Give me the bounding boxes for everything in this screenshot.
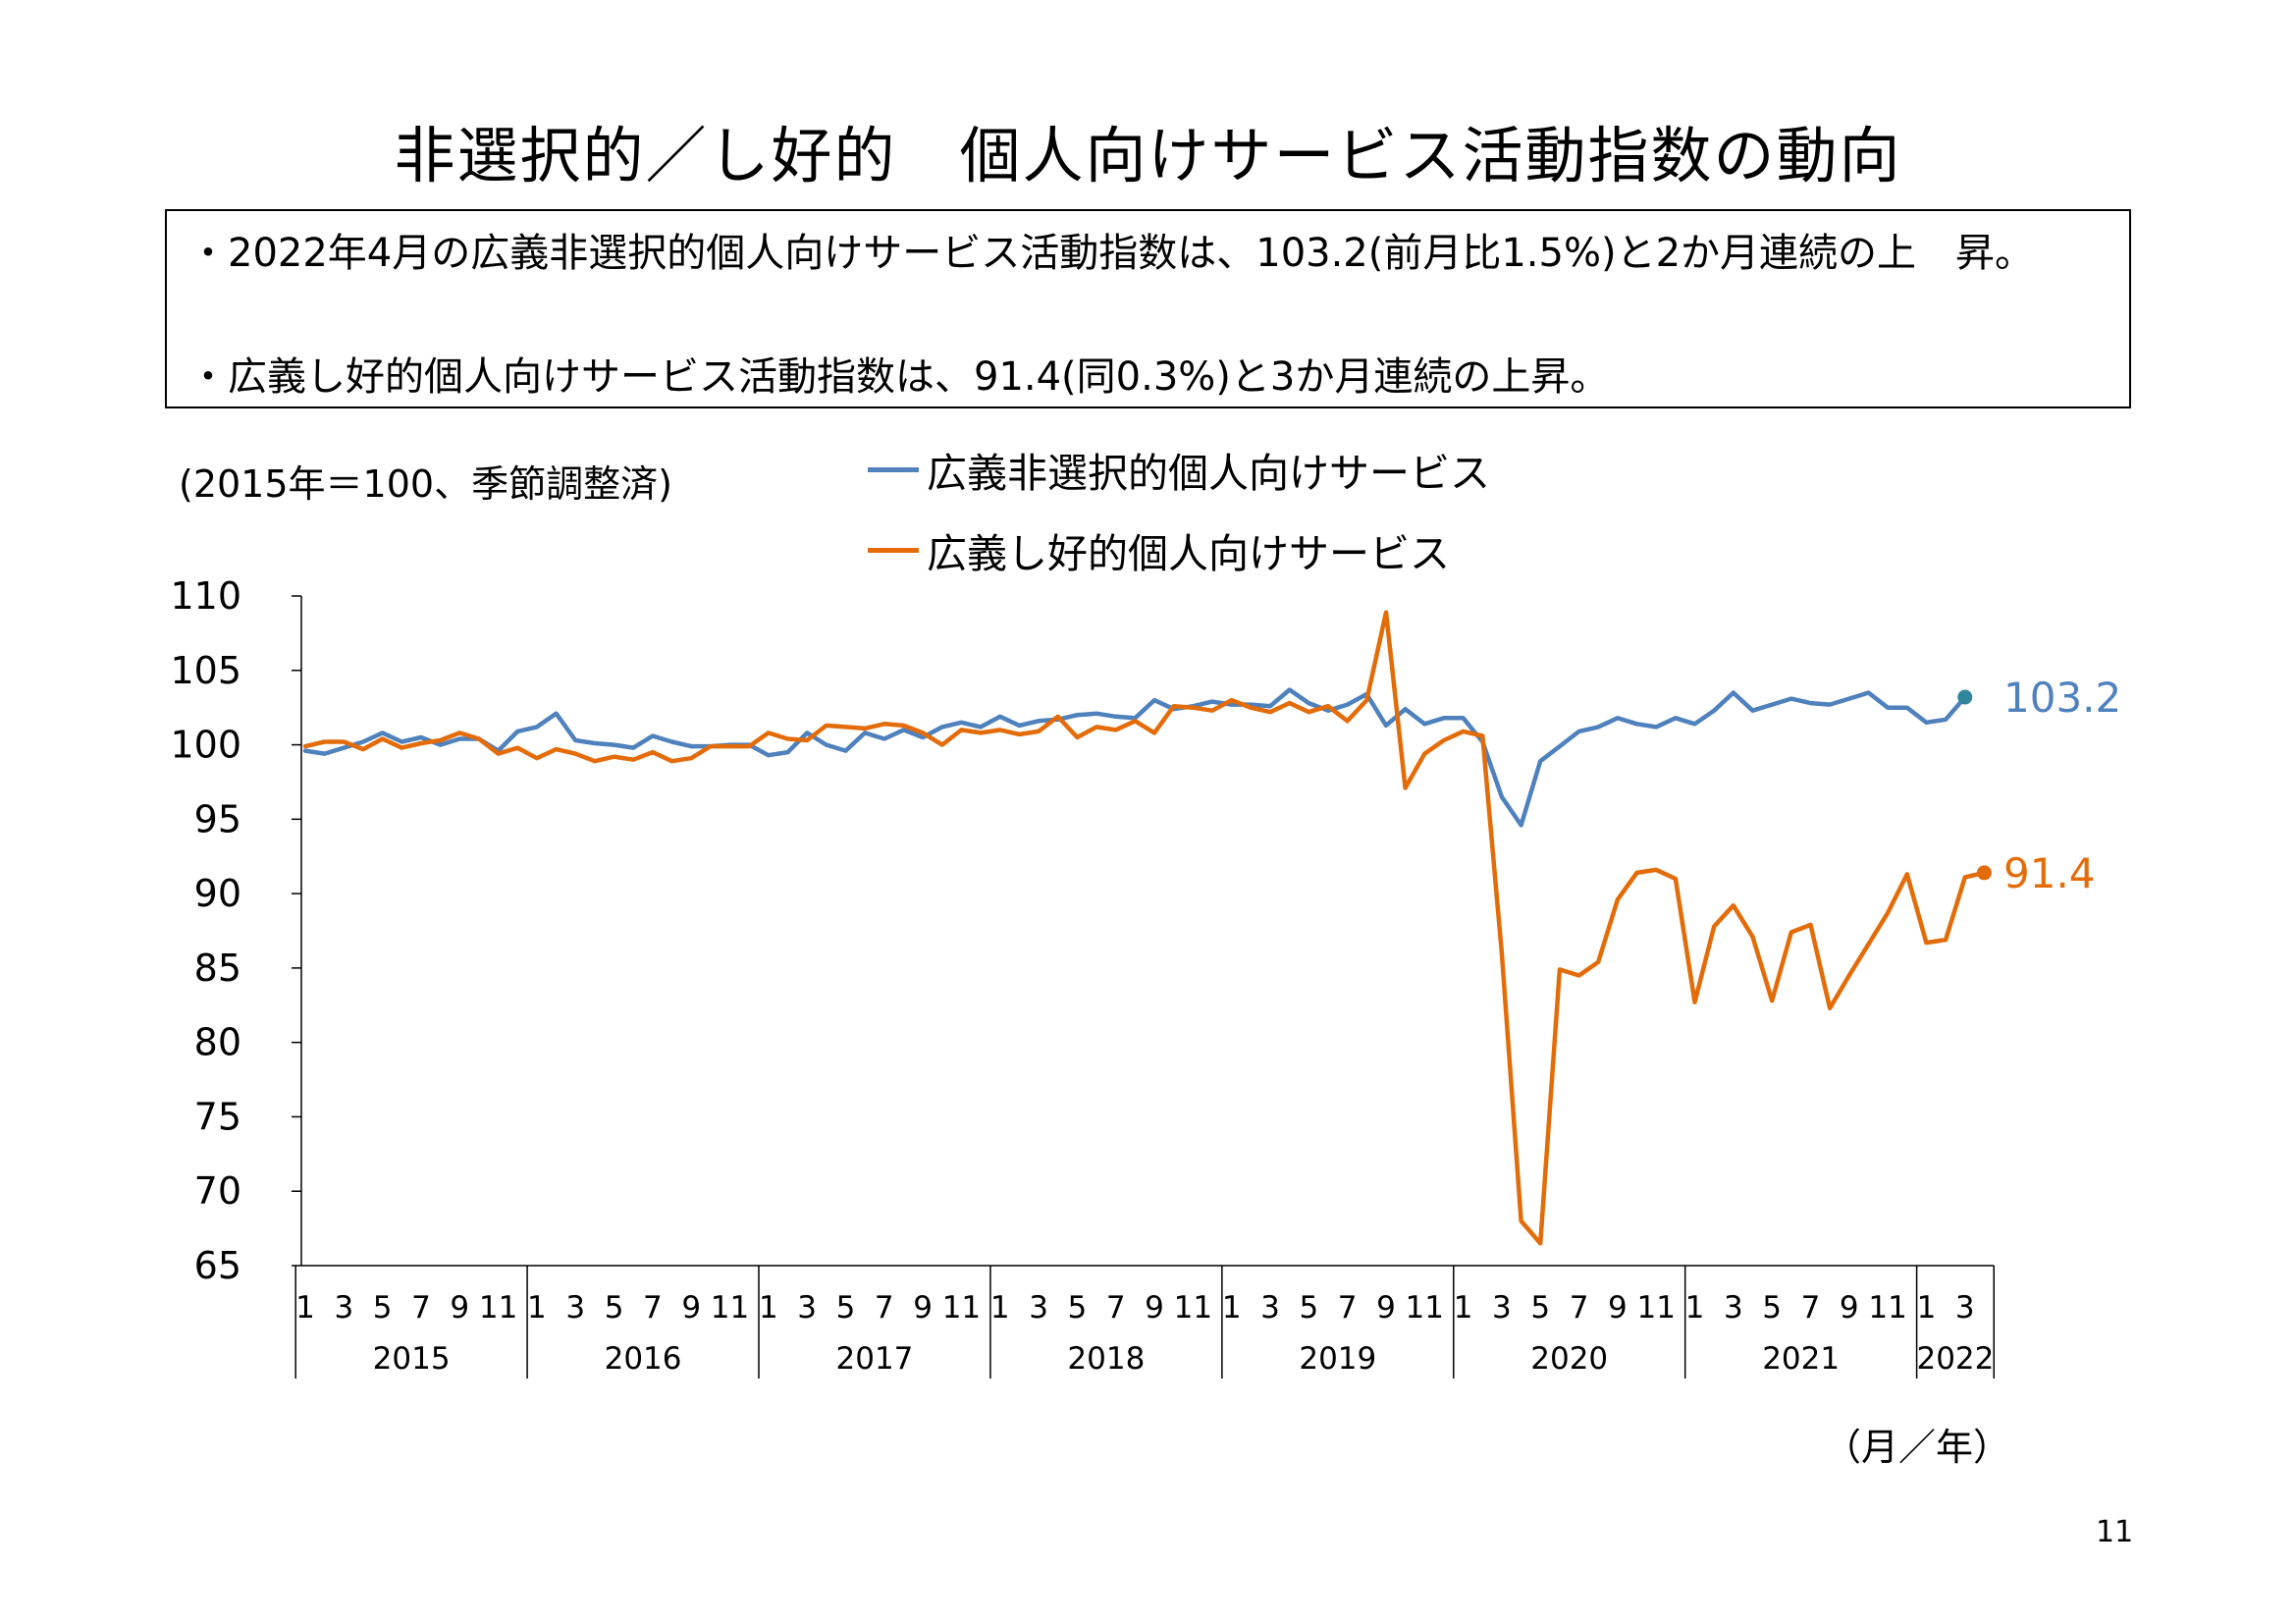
y-tick-label: 105 — [170, 649, 241, 692]
x-month-label: 1 — [527, 1290, 547, 1326]
x-month-label: 9 — [913, 1290, 933, 1326]
x-month-label: 11 — [1868, 1290, 1906, 1326]
x-month-label: 1 — [1917, 1290, 1937, 1326]
end-labels: 103.2 91.4 — [2003, 674, 2121, 897]
x-month-label: 3 — [1955, 1290, 1975, 1326]
x-month-label: 11 — [942, 1290, 981, 1326]
x-month-label: 3 — [1492, 1290, 1512, 1326]
chart-axes — [300, 596, 1995, 1267]
x-month-label: 1 — [1454, 1290, 1473, 1326]
y-tick-label: 65 — [194, 1244, 241, 1287]
x-year-label: 2022 — [1916, 1341, 1994, 1377]
x-month-label: 3 — [1260, 1290, 1280, 1326]
summary-box: ・2022年4月の広義非選択的個人向けサービス活動指数は、103.2(前月比1.… — [165, 209, 2131, 408]
y-axis-ticks: 110 105 100 95 90 85 80 75 70 65 — [170, 574, 301, 1287]
series-line-0 — [302, 687, 1968, 828]
x-year-label: 2017 — [836, 1341, 914, 1377]
x-month-label: 1 — [759, 1290, 778, 1326]
x-year-label: 2018 — [1067, 1341, 1145, 1377]
x-year-label: 2021 — [1762, 1341, 1840, 1377]
x-month-label: 7 — [1338, 1290, 1358, 1326]
unit-note: (2015年＝100、季節調整済) — [179, 462, 672, 506]
x-month-label: 9 — [1608, 1290, 1628, 1326]
legend-item-nonselective: 広義非選択的個人向けサービス — [868, 440, 1490, 499]
x-year-label: 2016 — [605, 1341, 682, 1377]
x-month-label: 3 — [1724, 1290, 1743, 1326]
x-axis-unit: （月／年） — [1824, 1426, 2011, 1469]
x-month-label: 7 — [1801, 1290, 1821, 1326]
x-axis-ticks: 1 3 5 7 9 11 1 3 5 7 9 11 1 3 5 7 9 11 1 3 5 7 9 11 1 3 5 7 9 11 1 3 5 7 9… — [294, 1266, 1995, 1379]
x-year-label: 2015 — [373, 1341, 451, 1377]
page-number: 11 — [2096, 1515, 2134, 1549]
x-month-label: 9 — [1376, 1290, 1396, 1326]
series-end-label-1: 91.4 — [2003, 849, 2096, 897]
x-month-label: 5 — [1068, 1290, 1088, 1326]
x-month-label: 7 — [1570, 1290, 1589, 1326]
x-month-label: 5 — [1762, 1290, 1782, 1326]
series-lines — [302, 610, 1987, 1246]
summary-bullet-1: ・2022年4月の広義非選択的個人向けサービス活動指数は、103.2(前月比1.… — [188, 231, 2035, 276]
x-month-label: 11 — [711, 1290, 749, 1326]
x-year-label: 2019 — [1299, 1341, 1376, 1377]
x-month-label: 5 — [1299, 1290, 1318, 1326]
legend-item-discretionary: 広義し好的個人向けサービス — [868, 520, 1450, 579]
series-line-1 — [302, 610, 1987, 1246]
y-tick-label: 85 — [194, 947, 241, 990]
series-end-point-0 — [1957, 689, 1973, 705]
x-month-label: 5 — [1530, 1290, 1550, 1326]
x-month-label: 3 — [565, 1290, 585, 1326]
x-month-label: 11 — [1406, 1290, 1444, 1326]
x-month-label: 5 — [373, 1290, 393, 1326]
x-month-label: 11 — [479, 1290, 517, 1326]
x-month-label: 5 — [605, 1290, 624, 1326]
x-month-label: 7 — [643, 1290, 663, 1326]
legend-label-nonselective: 広義非選択的個人向けサービス — [927, 450, 1490, 497]
x-month-label: 3 — [1029, 1290, 1048, 1326]
x-month-label: 7 — [875, 1290, 894, 1326]
x-month-label: 1 — [295, 1290, 315, 1326]
x-month-label: 11 — [1636, 1290, 1675, 1326]
y-tick-label: 75 — [194, 1095, 241, 1138]
x-month-label: 11 — [1174, 1290, 1212, 1326]
x-month-label: 3 — [797, 1290, 817, 1326]
x-month-label: 9 — [1145, 1290, 1164, 1326]
x-month-label: 3 — [334, 1290, 353, 1326]
x-month-label: 7 — [1106, 1290, 1126, 1326]
y-tick-label: 90 — [194, 872, 241, 915]
x-month-label: 1 — [1222, 1290, 1242, 1326]
x-month-label: 1 — [990, 1290, 1010, 1326]
series-end-label-0: 103.2 — [2003, 674, 2121, 722]
legend-label-discretionary: 広義し好的個人向けサービス — [927, 530, 1450, 577]
series-points — [1957, 689, 1992, 881]
y-tick-label: 95 — [194, 797, 241, 840]
legend-swatch-discretionary — [868, 547, 919, 553]
x-month-label: 9 — [1840, 1290, 1859, 1326]
x-month-label: 7 — [411, 1290, 431, 1326]
page-title: 非選択的／し好的 個人向けサービス活動指数の動向 — [394, 120, 1902, 191]
summary-bullet-2: ・広義し好的個人向けサービス活動指数は、91.4(同0.3%)と3か月連続の上昇… — [188, 354, 1610, 400]
x-month-label: 9 — [681, 1290, 701, 1326]
x-month-label: 9 — [450, 1290, 469, 1326]
y-tick-label: 70 — [194, 1169, 241, 1213]
x-month-label: 5 — [836, 1290, 856, 1326]
y-tick-label: 80 — [194, 1021, 241, 1064]
x-year-label: 2020 — [1530, 1341, 1608, 1377]
y-tick-label: 100 — [170, 724, 241, 767]
legend-swatch-nonselective — [868, 466, 919, 472]
series-end-point-1 — [1976, 865, 1992, 881]
y-tick-label: 110 — [170, 574, 241, 618]
x-month-label: 1 — [1685, 1290, 1705, 1326]
